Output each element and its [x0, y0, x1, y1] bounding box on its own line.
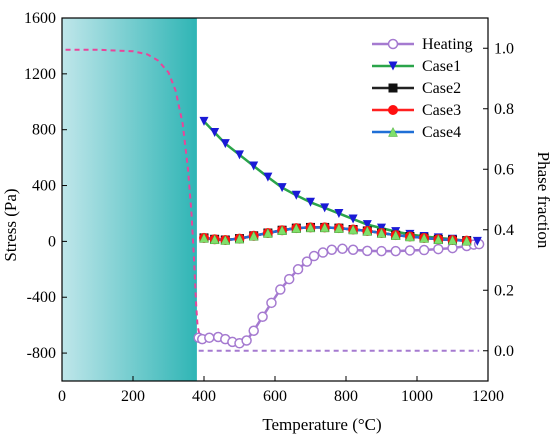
legend-label: Case3 [422, 102, 461, 119]
legend-label: Case2 [422, 80, 461, 97]
data-point [204, 332, 215, 343]
data-point [388, 83, 398, 93]
legend: Heating Case1 Case2 Case3 Case4 [372, 36, 473, 141]
data-point [241, 335, 252, 346]
data-point [433, 243, 444, 255]
data-point [306, 197, 315, 207]
y-tick-label: 1600 [24, 10, 56, 27]
x-tick-label: 800 [334, 388, 358, 405]
y-axis-label: Stress (Pa) [1, 188, 20, 261]
y-tick-label: 800 [32, 122, 56, 139]
x-tick-label: 1200 [472, 388, 504, 405]
data-point [362, 220, 372, 230]
data-point [404, 245, 416, 256]
y2-tick-label: 0.8 [494, 101, 514, 118]
data-point [362, 245, 373, 257]
data-point [248, 325, 259, 336]
data-point [277, 183, 287, 193]
series-markers [193, 116, 485, 349]
data-point [390, 245, 401, 257]
x-axis-label: Temperature (°C) [262, 415, 381, 434]
data-point [257, 311, 268, 323]
data-point [305, 222, 316, 233]
data-point [320, 203, 330, 213]
data-point [235, 150, 244, 160]
data-point [301, 256, 313, 267]
y-tick-label: -800 [27, 345, 56, 362]
phase-curves [65, 48, 480, 352]
data-point [277, 225, 288, 235]
data-point [220, 139, 230, 149]
data-point [418, 244, 430, 256]
legend-label: Case1 [422, 58, 461, 75]
y-tick-label: 400 [32, 178, 56, 195]
y2-tick-label: 0.0 [494, 343, 514, 360]
x-tick-label: 0 [58, 388, 66, 405]
data-point [433, 234, 444, 245]
data-point [319, 222, 330, 233]
data-point [275, 284, 286, 295]
shaded-region [62, 18, 197, 381]
y2-tick-label: 0.4 [494, 222, 514, 239]
data-point [419, 232, 430, 243]
data-point [347, 244, 359, 256]
legend-label: Case4 [422, 124, 461, 141]
data-point [220, 234, 231, 245]
data-point [291, 190, 301, 200]
data-point [263, 172, 273, 182]
data-point [461, 235, 472, 246]
data-point [291, 223, 302, 233]
data-point [333, 223, 344, 233]
data-point [348, 214, 358, 224]
data-point [210, 127, 220, 137]
legend-label: Heating [422, 36, 473, 53]
x-tick-label: 400 [192, 388, 216, 405]
y2-axis-label: Phase fraction [534, 152, 550, 249]
data-point [334, 208, 344, 218]
data-point [337, 243, 348, 255]
y2-tick-label: 0.2 [494, 282, 514, 299]
y-tick-label: 1200 [24, 66, 56, 83]
data-point [376, 227, 387, 238]
data-point [283, 273, 295, 285]
data-point [326, 244, 338, 256]
data-point [387, 38, 399, 50]
data-point [362, 225, 373, 236]
data-point [348, 224, 359, 235]
data-point [472, 236, 482, 246]
y-axis-ticks: -800 -400 0 400 800 1200 1600 [24, 10, 67, 362]
data-point [388, 126, 398, 137]
data-point [262, 227, 273, 238]
data-point [317, 247, 329, 258]
data-point [209, 234, 220, 245]
y2-tick-label: 0.6 [494, 161, 514, 178]
y-tick-label: -400 [27, 289, 56, 306]
x-tick-label: 200 [121, 388, 145, 405]
x-tick-label: 600 [263, 388, 287, 405]
data-point [266, 297, 277, 309]
data-point [376, 245, 387, 257]
data-point [390, 230, 401, 240]
data-point [292, 264, 304, 275]
y-tick-label: 0 [48, 233, 56, 250]
data-point [404, 231, 415, 242]
data-point [248, 230, 259, 241]
series-line-heating [198, 242, 480, 345]
data-point [388, 105, 398, 115]
data-point [234, 233, 245, 244]
x-axis-ticks: 0 200 400 600 800 1000 1200 [58, 376, 504, 405]
data-point [199, 116, 209, 126]
data-point [447, 234, 458, 245]
y2-tick-label: 1.0 [494, 40, 514, 57]
phase-fraction-curve [65, 48, 203, 340]
data-point [199, 232, 209, 243]
data-point [249, 161, 259, 171]
data-point [308, 250, 320, 262]
x-tick-label: 1000 [401, 388, 433, 405]
data-point [388, 61, 398, 71]
y2-axis-ticks: 0.0 0.2 0.4 0.6 0.8 1.0 [483, 40, 514, 360]
